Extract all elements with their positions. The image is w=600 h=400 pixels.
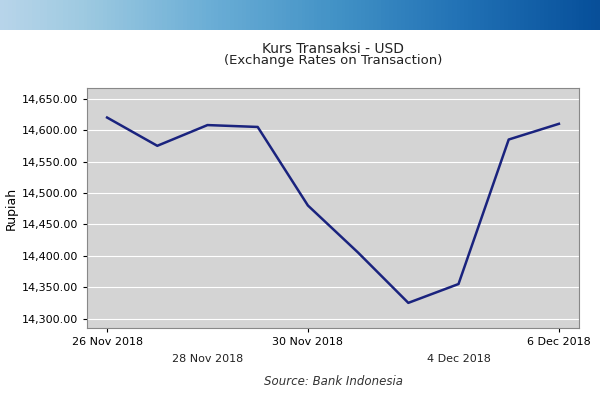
Text: 4 Dec 2018: 4 Dec 2018 (427, 354, 490, 364)
Text: 28 Nov 2018: 28 Nov 2018 (172, 354, 243, 364)
Text: Kurs Transaksi - USD: Kurs Transaksi - USD (262, 42, 404, 56)
Text: Source: Bank Indonesia: Source: Bank Indonesia (263, 375, 403, 388)
Y-axis label: Rupiah: Rupiah (4, 186, 17, 230)
Text: (Exchange Rates on Transaction): (Exchange Rates on Transaction) (224, 54, 442, 67)
